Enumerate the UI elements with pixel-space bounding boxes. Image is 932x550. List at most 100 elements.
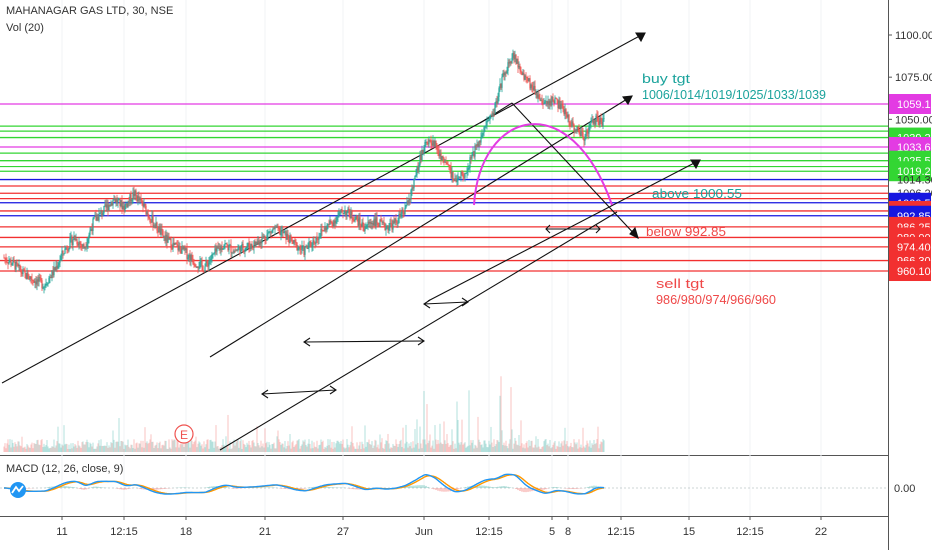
macd-histogram-bar bbox=[503, 486, 505, 488]
volume-bar bbox=[567, 446, 569, 452]
volume-bar bbox=[58, 443, 60, 452]
volume-bar bbox=[204, 447, 206, 452]
candle-body bbox=[97, 216, 99, 221]
candle-body bbox=[500, 84, 502, 88]
volume-bar bbox=[103, 445, 105, 452]
candle-body bbox=[24, 270, 26, 274]
candle-body bbox=[185, 248, 187, 251]
volume-bar bbox=[302, 440, 304, 452]
price-axis[interactable]: 1100.001075.001050.001059.101039.201033.… bbox=[888, 30, 932, 282]
volume-bar bbox=[461, 419, 463, 452]
candle-body bbox=[152, 215, 154, 227]
candle-body bbox=[582, 132, 584, 139]
candle-body bbox=[100, 210, 102, 213]
time-tick-label: 12:15 bbox=[475, 526, 503, 538]
volume-bar bbox=[68, 444, 70, 452]
volume-bar bbox=[100, 439, 102, 452]
candle-body bbox=[30, 276, 32, 279]
volume-bar bbox=[304, 439, 306, 452]
volume-bar bbox=[113, 439, 115, 452]
earnings-marker[interactable]: E bbox=[174, 424, 194, 444]
volume-bar bbox=[233, 439, 235, 452]
volume-bar bbox=[571, 446, 573, 452]
price-level-badge[interactable]: 1059.10 bbox=[889, 93, 932, 114]
candle-body bbox=[218, 248, 220, 249]
volume-bar bbox=[183, 446, 185, 452]
candle-body bbox=[129, 194, 131, 202]
candle-body bbox=[572, 121, 574, 125]
volume-bar bbox=[543, 441, 545, 452]
candle-body bbox=[423, 146, 425, 154]
candle-body bbox=[451, 171, 453, 178]
candle-body bbox=[273, 228, 275, 230]
candle-body bbox=[564, 109, 566, 115]
price-level-badge[interactable]: 960.10 bbox=[889, 261, 931, 282]
volume-bar bbox=[330, 447, 332, 452]
volume-bar bbox=[146, 441, 148, 452]
candle-body bbox=[532, 87, 534, 90]
candle-body bbox=[277, 225, 279, 229]
candle-body bbox=[350, 211, 352, 219]
volume-bar bbox=[244, 444, 246, 452]
candle-body bbox=[121, 200, 123, 210]
volume-bar bbox=[390, 447, 392, 452]
candle-body bbox=[330, 220, 332, 223]
candle-body bbox=[253, 241, 255, 248]
macd-histogram-bar bbox=[415, 485, 417, 488]
time-axis[interactable]: 11 12:15 18 21 27 Jun 12:15 5 8 12:15 15 12:15 22 bbox=[56, 516, 827, 538]
candle-body bbox=[323, 230, 325, 232]
volume-bar bbox=[26, 444, 28, 452]
volume-bar bbox=[444, 440, 446, 452]
volume-bar bbox=[584, 447, 586, 452]
volume-bar bbox=[399, 441, 401, 452]
volume-bar bbox=[376, 447, 378, 452]
candle-body bbox=[592, 119, 594, 124]
candle-body bbox=[290, 235, 292, 239]
macd-histogram-bar bbox=[539, 488, 541, 491]
candle-body bbox=[168, 236, 170, 239]
price-level-badge[interactable]: 1019.25 bbox=[889, 161, 932, 182]
volume-bar bbox=[174, 439, 176, 452]
macd-histogram-bar bbox=[433, 488, 435, 490]
candle-body bbox=[590, 120, 592, 124]
candle-body bbox=[547, 101, 549, 105]
macd-histogram-bar bbox=[65, 486, 67, 488]
candle-body bbox=[522, 72, 524, 75]
macd-histogram-bar bbox=[439, 488, 441, 492]
volume-bar bbox=[301, 444, 303, 452]
volume-bar bbox=[458, 442, 460, 452]
volume-bar bbox=[240, 439, 242, 452]
macd-histogram-bar bbox=[547, 488, 549, 489]
candle-body bbox=[446, 162, 448, 165]
volume-bar bbox=[178, 447, 180, 452]
volume-bar bbox=[133, 439, 135, 452]
volume-bar bbox=[516, 444, 518, 452]
volume-bar bbox=[209, 440, 211, 452]
candle-body bbox=[509, 61, 511, 64]
volume-bar bbox=[317, 448, 319, 452]
candle-body bbox=[367, 221, 369, 225]
candle-body bbox=[171, 248, 173, 250]
candle-body bbox=[344, 211, 346, 214]
candle-body bbox=[259, 242, 261, 245]
candle-body bbox=[70, 236, 72, 239]
volume-bar bbox=[309, 443, 311, 452]
volume-bar bbox=[381, 438, 383, 452]
volume-bar bbox=[33, 442, 35, 452]
candle-body bbox=[221, 246, 223, 250]
candle-body bbox=[78, 242, 80, 246]
candle-body bbox=[27, 272, 29, 279]
volume-bar bbox=[66, 444, 68, 452]
macd-histogram-bar bbox=[467, 486, 469, 488]
candle-body bbox=[275, 226, 277, 228]
volume-bar bbox=[478, 439, 480, 452]
candle-body bbox=[374, 218, 376, 227]
volume-bar bbox=[366, 441, 368, 452]
macd-histogram-bar bbox=[63, 485, 65, 488]
candle-body bbox=[546, 101, 548, 105]
macd-histogram-bar bbox=[183, 487, 185, 488]
volume-bar bbox=[277, 430, 279, 452]
candle-body bbox=[413, 179, 415, 189]
volume-bar bbox=[518, 435, 520, 452]
